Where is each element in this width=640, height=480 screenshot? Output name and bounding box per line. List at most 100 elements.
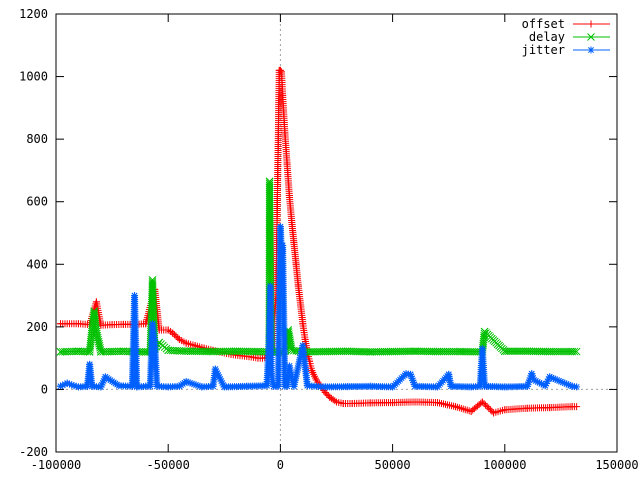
series-sample-jitter — [525, 376, 533, 384]
data-point-jitter — [74, 383, 82, 391]
data-point-offset — [288, 216, 296, 224]
data-point-offset — [119, 320, 127, 328]
legend-label-jitter: jitter — [522, 43, 565, 57]
series-sample-jitter — [532, 377, 540, 385]
data-point-jitter — [279, 242, 287, 250]
data-point-delay — [480, 327, 489, 336]
series-sample-offset — [488, 407, 496, 415]
data-point-jitter — [86, 360, 94, 368]
data-point-jitter — [274, 382, 282, 390]
data-point-offset — [501, 406, 509, 414]
data-point-offset — [283, 160, 291, 168]
series-jitter — [56, 223, 581, 391]
legend-marker-delay — [587, 33, 595, 41]
data-point-jitter — [115, 382, 123, 390]
data-point-jitter — [530, 376, 538, 384]
x-tick-label: 150000 — [595, 458, 638, 472]
series-sample-jitter — [100, 375, 108, 383]
data-point-jitter — [220, 383, 228, 391]
data-point-jitter — [70, 382, 78, 390]
y-tick-label: 1000 — [19, 70, 48, 84]
series-sample-jitter — [216, 375, 224, 383]
data-point-jitter — [541, 382, 549, 390]
data-point-delay — [388, 347, 397, 356]
data-point-delay — [366, 348, 375, 356]
series-sample-jitter — [557, 378, 565, 386]
series-sample-jitter — [566, 382, 574, 390]
series-sample-jitter — [545, 375, 553, 383]
series-sample-jitter — [561, 379, 569, 387]
data-point-jitter — [88, 382, 96, 390]
series-sample-offset — [170, 331, 178, 339]
data-point-jitter — [146, 382, 154, 390]
series-sample-jitter — [551, 375, 559, 383]
series-sample-jitter — [65, 380, 73, 388]
data-point-delay — [433, 347, 442, 356]
data-point-jitter — [211, 365, 219, 373]
data-point-jitter — [303, 382, 311, 390]
data-point-jitter — [501, 383, 509, 391]
data-point-offset — [191, 342, 199, 350]
y-tick-label: 0 — [41, 382, 48, 396]
data-point-jitter — [182, 378, 190, 386]
series-sample-jitter — [194, 382, 202, 390]
series-sample-jitter — [543, 377, 551, 385]
data-point-jitter — [148, 320, 156, 328]
series-sample-jitter — [61, 380, 69, 388]
data-point-offset — [312, 376, 320, 384]
series-sample-jitter — [553, 376, 561, 384]
data-point-offset — [433, 399, 441, 407]
data-point-jitter — [142, 382, 150, 390]
data-point-offset — [182, 339, 190, 347]
y-tick-label: 200 — [26, 320, 48, 334]
data-point-delay — [254, 347, 262, 356]
series-sample-jitter — [555, 377, 563, 385]
legend-label-offset: offset — [522, 17, 565, 31]
data-point-offset — [294, 282, 302, 290]
y-tick-label: -200 — [19, 445, 48, 459]
data-point-offset — [164, 326, 172, 334]
data-point-delay — [545, 347, 554, 356]
data-point-jitter — [267, 370, 275, 378]
data-point-jitter — [151, 339, 159, 346]
series-sample-jitter — [536, 379, 544, 387]
series-sample-jitter — [192, 381, 200, 389]
data-point-jitter — [283, 382, 291, 390]
data-point-delay — [231, 347, 240, 356]
series-sample-offset — [323, 390, 331, 398]
data-point-offset — [299, 320, 307, 328]
series-sample-jitter — [528, 372, 536, 380]
series-sample-jitter — [537, 380, 545, 388]
data-point-jitter — [209, 382, 217, 390]
series-layer — [56, 66, 581, 417]
data-point-jitter — [56, 382, 64, 390]
series-sample-offset — [482, 401, 490, 409]
series-sample-jitter — [559, 378, 567, 386]
data-point-offset — [108, 321, 116, 329]
x-tick-label: -100000 — [31, 458, 82, 472]
series-sample-jitter — [184, 378, 192, 386]
data-point-jitter — [402, 370, 410, 378]
x-tick-label: 50000 — [375, 458, 411, 472]
series-sample-jitter — [99, 379, 107, 387]
data-point-jitter — [263, 382, 271, 390]
series-sample-jitter — [196, 382, 204, 390]
data-point-offset — [411, 398, 419, 406]
data-point-offset — [467, 407, 475, 415]
y-tick-label: 400 — [26, 257, 48, 271]
data-point-jitter — [366, 382, 374, 390]
series-sample-offset — [483, 403, 491, 411]
data-point-offset — [292, 260, 300, 268]
data-point-jitter — [476, 382, 484, 390]
series-sample-jitter — [548, 374, 556, 382]
series-sample-jitter — [542, 379, 550, 387]
series-sample-offset — [174, 334, 182, 342]
data-point-jitter — [101, 373, 109, 381]
data-point-jitter — [83, 382, 91, 390]
data-point-jitter — [265, 332, 273, 340]
data-point-jitter — [153, 382, 161, 390]
data-point-offset — [175, 335, 183, 343]
data-point-offset — [258, 354, 266, 362]
series-sample-jitter — [407, 372, 415, 380]
data-point-offset — [297, 301, 305, 309]
